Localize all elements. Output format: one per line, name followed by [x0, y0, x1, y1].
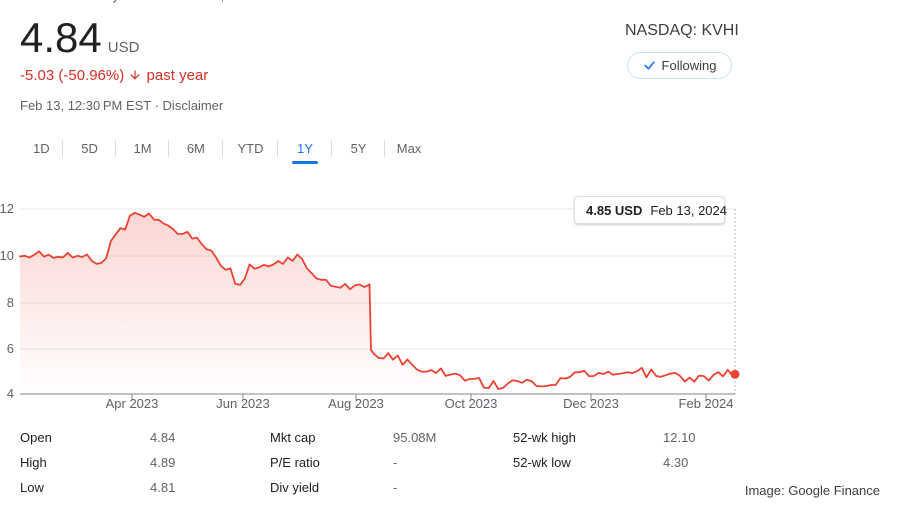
svg-text:6: 6	[7, 341, 14, 356]
svg-text:Apr 2023: Apr 2023	[106, 396, 159, 411]
svg-text:Aug 2023: Aug 2023	[328, 396, 384, 411]
svg-text:Feb 2024: Feb 2024	[679, 396, 734, 411]
svg-text:Jun 2023: Jun 2023	[216, 396, 270, 411]
svg-text:10: 10	[0, 248, 14, 263]
svg-text:Dec 2023: Dec 2023	[563, 396, 619, 411]
svg-text:12: 12	[0, 201, 14, 216]
svg-text:4: 4	[7, 386, 14, 401]
svg-text:8: 8	[7, 295, 14, 310]
svg-text:Oct 2023: Oct 2023	[445, 396, 498, 411]
